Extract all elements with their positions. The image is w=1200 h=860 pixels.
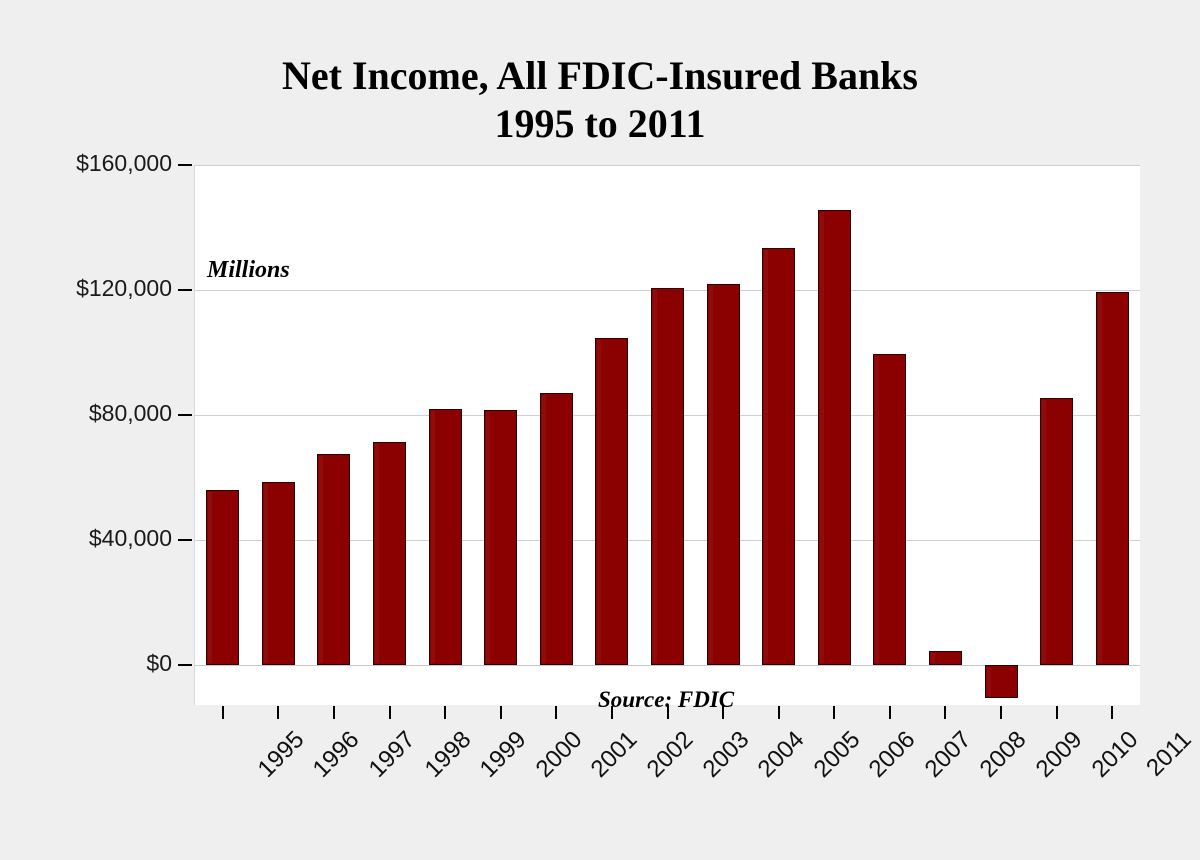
source-annotation: Source: FDIC bbox=[598, 687, 735, 712]
x-axis-tick-label-2006: 2006 bbox=[863, 726, 921, 783]
y-axis-tick-mark bbox=[178, 414, 192, 416]
chart-title: Net Income, All FDIC-Insured Banks 1995 … bbox=[0, 52, 1200, 148]
y-axis-tick-label: $80,000 bbox=[88, 400, 172, 426]
x-axis-tick-mark bbox=[777, 706, 780, 719]
bar-2000 bbox=[484, 410, 518, 665]
y-axis-tick-mark bbox=[178, 539, 192, 541]
y-axis-tick-mark bbox=[178, 164, 192, 166]
chart-title-line-2: 1995 to 2011 bbox=[494, 101, 706, 146]
gridline bbox=[195, 165, 1140, 166]
y-axis-tick-label: $160,000 bbox=[76, 150, 172, 176]
x-axis-tick-label-1996: 1996 bbox=[308, 726, 365, 783]
bar-2006 bbox=[817, 210, 851, 665]
x-axis-tick-mark bbox=[277, 706, 280, 719]
bar-1996 bbox=[261, 482, 295, 665]
x-axis-tick-mark bbox=[1111, 706, 1114, 719]
y-axis-tick-mark bbox=[178, 664, 192, 666]
bar-2001 bbox=[539, 393, 573, 665]
x-axis-tick-mark bbox=[833, 706, 836, 719]
chart-title-line-1: Net Income, All FDIC-Insured Banks bbox=[282, 53, 918, 98]
x-axis-tick-label-1999: 1999 bbox=[474, 726, 532, 783]
y-axis-tick-mark bbox=[178, 289, 192, 291]
bar-1995 bbox=[206, 490, 240, 665]
x-axis-tick-mark bbox=[555, 706, 558, 719]
bar-2003 bbox=[651, 288, 684, 665]
x-axis-tick-mark bbox=[888, 706, 891, 719]
x-axis-tick-mark bbox=[610, 706, 613, 719]
x-axis-tick-mark bbox=[388, 706, 391, 719]
bar-2010 bbox=[1040, 397, 1074, 665]
bar-2011 bbox=[1095, 291, 1129, 665]
x-axis-tick-label-2003: 2003 bbox=[697, 726, 754, 783]
x-axis-tick-mark bbox=[1055, 706, 1058, 719]
bar-2004 bbox=[706, 283, 740, 665]
x-axis-tick-mark bbox=[666, 706, 669, 719]
x-axis-tick-mark bbox=[499, 706, 502, 719]
x-axis-tick-mark bbox=[722, 706, 725, 719]
x-axis-tick-label-2004: 2004 bbox=[752, 726, 810, 783]
bar-2007 bbox=[873, 354, 907, 665]
gridline bbox=[195, 665, 1140, 666]
x-axis-tick-mark bbox=[221, 706, 224, 719]
x-axis-tick-label-2001: 2001 bbox=[585, 726, 643, 783]
x-axis-tick-label-2010: 2010 bbox=[1086, 726, 1144, 783]
bar-1997 bbox=[317, 454, 351, 665]
bar-2008 bbox=[928, 650, 962, 665]
units-annotation: Millions bbox=[207, 257, 290, 283]
y-axis-line bbox=[194, 165, 195, 705]
bar-2005 bbox=[762, 247, 796, 665]
x-axis-tick-label-2000: 2000 bbox=[530, 726, 588, 783]
y-axis-tick-label: $120,000 bbox=[76, 275, 172, 301]
bar-1998 bbox=[373, 441, 407, 665]
bar-2002 bbox=[595, 338, 629, 665]
x-axis-tick-label-2007: 2007 bbox=[919, 726, 977, 783]
x-axis-tick-mark bbox=[444, 706, 447, 719]
bar-2009 bbox=[984, 665, 1018, 698]
x-axis-tick-label-1995: 1995 bbox=[252, 726, 310, 783]
x-axis-tick-label-1998: 1998 bbox=[419, 726, 477, 783]
x-axis-tick-label-2008: 2008 bbox=[975, 726, 1032, 783]
x-axis-tick-label-2002: 2002 bbox=[641, 726, 699, 783]
x-axis-tick-label-2005: 2005 bbox=[808, 726, 866, 783]
x-axis-tick-label-1997: 1997 bbox=[363, 726, 421, 783]
x-axis-tick-label-2011: 2011 bbox=[1141, 726, 1197, 782]
x-axis-tick-label-2009: 2009 bbox=[1030, 726, 1088, 783]
x-axis-tick-mark bbox=[944, 706, 947, 719]
x-axis-tick-mark bbox=[1000, 706, 1003, 719]
x-axis-tick-mark bbox=[332, 706, 335, 719]
y-axis-tick-label: $0 bbox=[146, 650, 172, 676]
bar-1999 bbox=[428, 408, 462, 665]
y-axis-tick-label: $40,000 bbox=[88, 525, 172, 551]
